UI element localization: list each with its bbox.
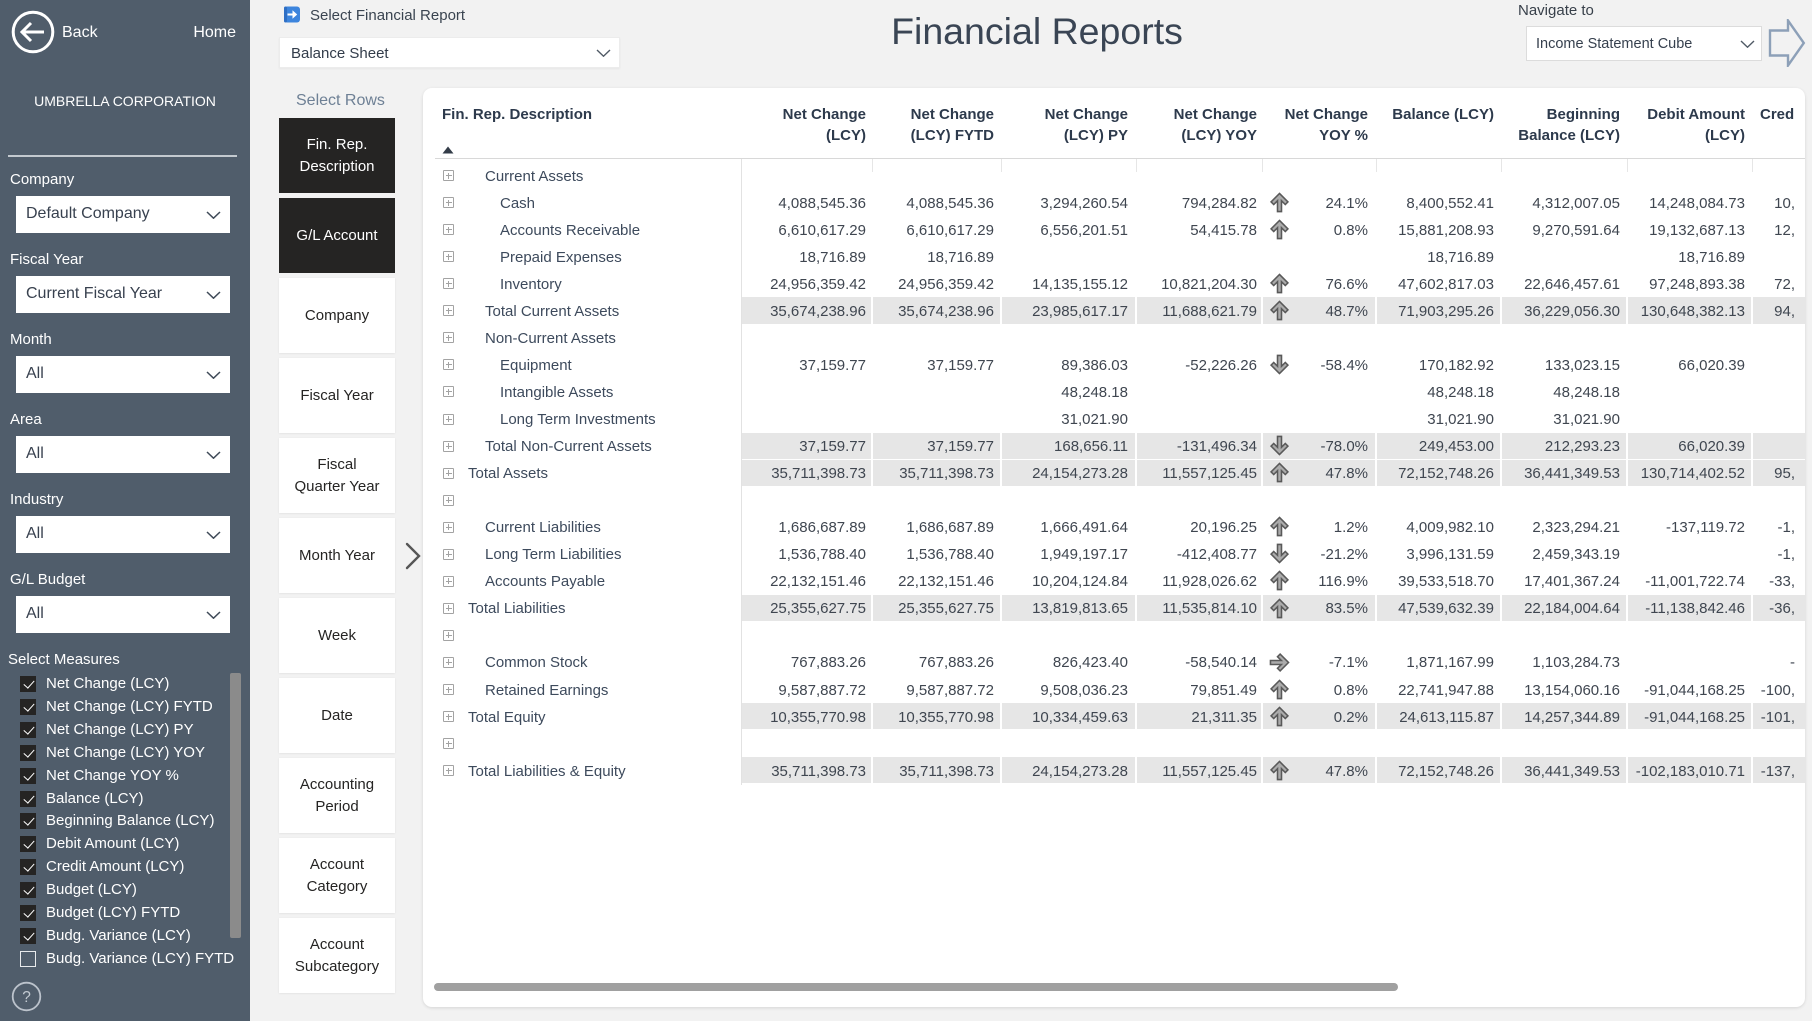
svg-text:?: ? — [22, 989, 31, 1006]
